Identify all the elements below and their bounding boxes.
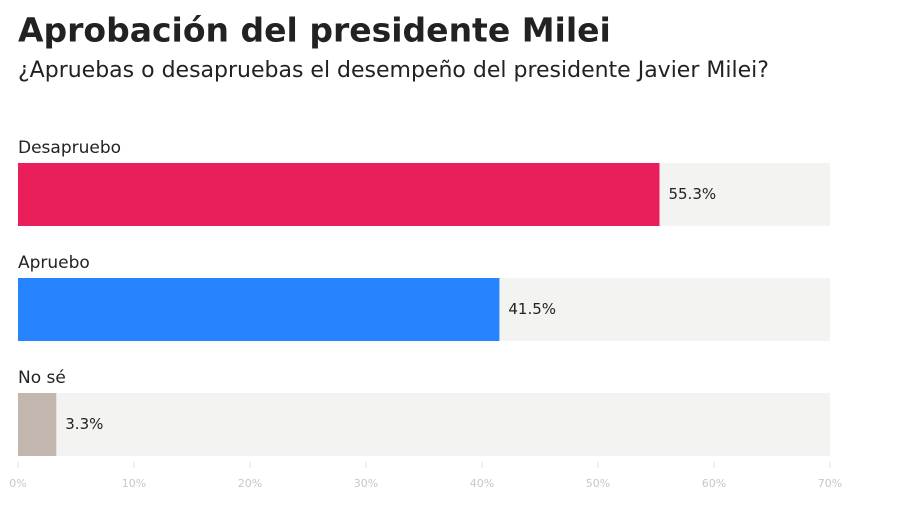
- category-label: Desapruebo: [18, 138, 121, 158]
- category-label: Apruebo: [18, 253, 90, 273]
- bar: [18, 163, 660, 226]
- chart-title: Aprobación del presidente Milei: [18, 11, 611, 50]
- x-tick-label: 60%: [702, 477, 726, 490]
- x-tick-label: 50%: [586, 477, 610, 490]
- category-label: No sé: [18, 368, 66, 388]
- x-tick-label: 10%: [122, 477, 146, 490]
- bar: [18, 278, 500, 341]
- value-label: 41.5%: [508, 300, 556, 318]
- chart-subtitle: ¿Apruebas o desapruebas el desempeño del…: [18, 58, 769, 83]
- x-tick-label: 40%: [470, 477, 494, 490]
- value-label: 3.3%: [65, 415, 103, 433]
- x-tick-label: 70%: [818, 477, 842, 490]
- value-label: 55.3%: [668, 185, 716, 203]
- bar: [18, 393, 57, 456]
- x-tick-label: 30%: [354, 477, 378, 490]
- bar-track: [18, 393, 830, 456]
- x-tick-label: 0%: [9, 477, 26, 490]
- x-tick-label: 20%: [238, 477, 262, 490]
